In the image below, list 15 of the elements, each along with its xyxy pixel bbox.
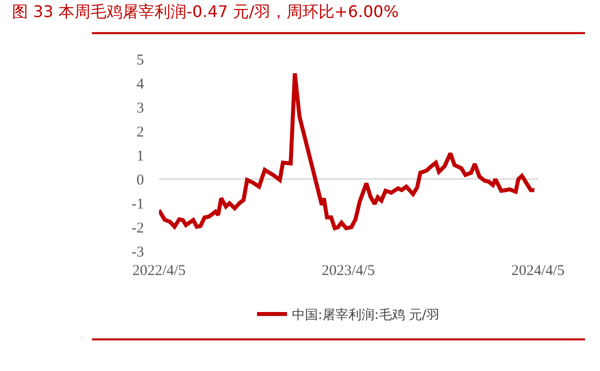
y-tick-label: -2 [132, 220, 144, 236]
y-tick-label: 5 [136, 52, 144, 68]
y-tick-label: -3 [132, 244, 144, 260]
x-tick-label: 2024/4/5 [511, 263, 565, 279]
x-tick-label: 2022/4/5 [132, 263, 186, 279]
legend-label: 中国:屠宰利润:毛鸡 元/羽 [292, 307, 440, 324]
chart-title: 图 33 本周毛鸡屠宰利润-0.47 元/羽，周环比+6.00% [12, 2, 399, 21]
line-series [159, 71, 536, 230]
y-tick-label: 3 [136, 100, 144, 116]
y-tick-label: 0 [136, 172, 144, 188]
y-tick-label: 1 [136, 148, 144, 164]
x-tick-label: 2023/4/5 [322, 263, 375, 279]
y-tick-label: 4 [136, 76, 144, 92]
y-tick-label: 2 [136, 124, 144, 140]
y-tick-label: -1 [132, 196, 144, 212]
